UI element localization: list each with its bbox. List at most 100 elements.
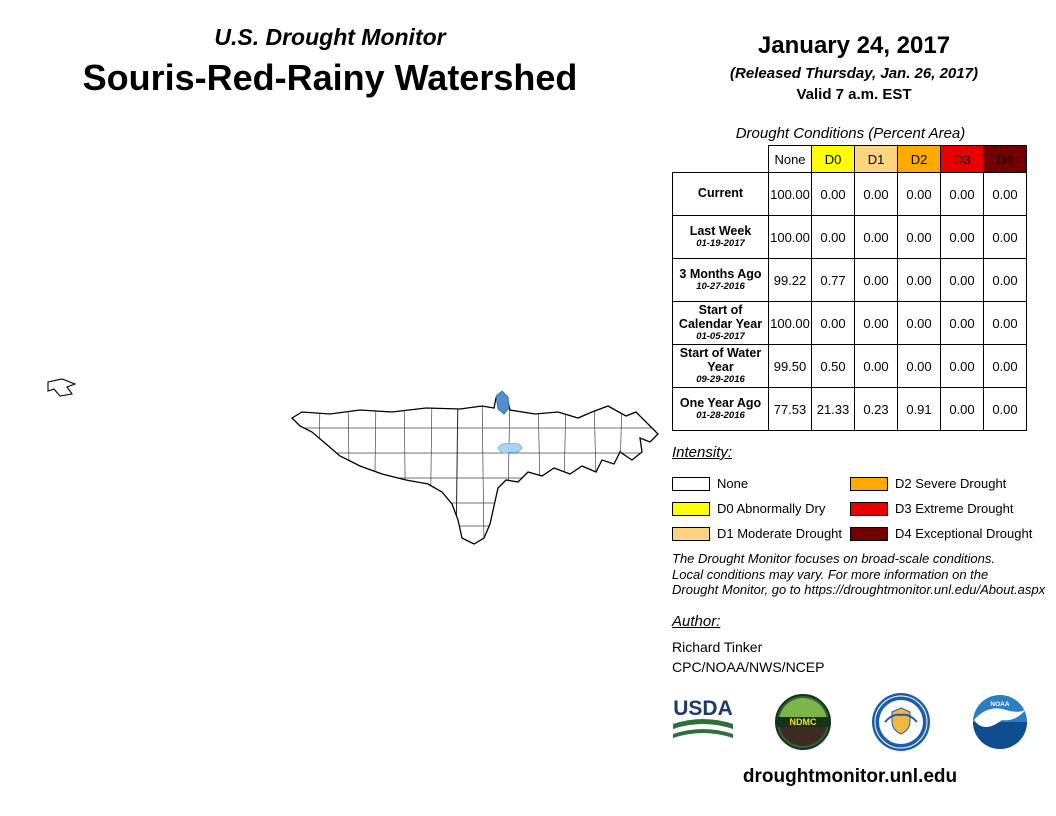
row-label: Start of Water Year 09-29-2016: [672, 344, 769, 388]
noaa-logo-text: NOAA: [990, 701, 1009, 708]
table-row: Start of Water Year 09-29-2016 99.50 0.5…: [672, 344, 1027, 388]
table-cell: 0.00: [811, 215, 855, 259]
table-cell: 0.00: [897, 258, 941, 302]
table-cell: 77.53: [768, 387, 812, 431]
legend-swatch-none: [672, 476, 710, 491]
col-header-d1: D1: [854, 145, 898, 173]
col-header-none: None: [768, 145, 812, 173]
table-cell: 0.00: [983, 344, 1027, 388]
table-cell: 0.00: [854, 172, 898, 216]
lake-middle: [497, 443, 523, 454]
table-cell: 100.00: [768, 215, 812, 259]
lake-top: [495, 390, 510, 415]
table-row: One Year Ago 01-28-2016 77.53 21.33 0.23…: [672, 387, 1027, 431]
table-cell: 0.00: [854, 301, 898, 345]
col-header-d3: D3: [940, 145, 984, 173]
author-name: Richard Tinker: [672, 639, 763, 655]
detached-basin-area: [47, 378, 77, 397]
ndmc-logo-text: NDMC: [789, 717, 816, 727]
table-cell: 0.00: [940, 258, 984, 302]
table-cell: 0.00: [983, 215, 1027, 259]
row-label-date: 01-05-2017: [696, 331, 745, 343]
intensity-legend: Intensity: None D0 Abnormally Dry D1 Mod…: [672, 444, 1034, 546]
table-row: 3 Months Ago 10-27-2016 99.22 0.77 0.00 …: [672, 258, 1027, 302]
table-row: Start of Calendar Year 01-05-2017 100.00…: [672, 301, 1027, 345]
table-corner: [672, 145, 769, 173]
col-header-d4: D4: [983, 145, 1027, 173]
col-header-d2: D2: [897, 145, 941, 173]
table-cell: 0.00: [983, 258, 1027, 302]
table-cell: 0.00: [854, 344, 898, 388]
table-cell: 0.00: [854, 258, 898, 302]
report-header: U.S. Drought Monitor Souris-Red-Rainy Wa…: [0, 24, 660, 99]
table-cell: 0.00: [897, 215, 941, 259]
footer-url: droughtmonitor.unl.edu: [742, 766, 958, 787]
row-label-text: Last Week: [689, 223, 752, 238]
row-label: 3 Months Ago 10-27-2016: [672, 258, 769, 302]
row-label: Last Week 01-19-2017: [672, 215, 769, 259]
table-cell: 0.00: [940, 387, 984, 431]
row-label-text: 3 Months Ago: [679, 266, 762, 281]
usda-logo-text: USDA: [673, 697, 733, 720]
table-cell: 99.22: [768, 258, 812, 302]
legend-item-d4: D4 Exceptional Drought: [850, 521, 1034, 546]
row-label-date: 10-27-2016: [696, 281, 745, 293]
legend-swatch-d1: [672, 526, 710, 541]
watershed-map: [30, 368, 670, 573]
legend-item-d2: D2 Severe Drought: [850, 471, 1034, 496]
legend-swatch-d0: [672, 501, 710, 516]
table-title: Drought Conditions (Percent Area): [735, 125, 966, 142]
disclaimer-line: The Drought Monitor focuses on broad-sca…: [672, 551, 996, 566]
table-cell: 0.00: [983, 172, 1027, 216]
row-label-text: One Year Ago: [679, 395, 762, 410]
legend-item-d3: D3 Extreme Drought: [850, 496, 1034, 521]
legend-label: None: [717, 476, 749, 491]
table-cell: 0.00: [897, 301, 941, 345]
table-cell: 21.33: [811, 387, 855, 431]
col-header-d0: D0: [811, 145, 855, 173]
table-cell: 0.00: [983, 387, 1027, 431]
table-cell: 0.00: [940, 301, 984, 345]
table-cell: 0.00: [940, 215, 984, 259]
table-row: Current 100.00 0.00 0.00 0.00 0.00 0.00: [672, 172, 1027, 216]
legend-swatch-d3: [850, 501, 888, 516]
table-cell: 0.50: [811, 344, 855, 388]
table-cell: 0.00: [811, 301, 855, 345]
table-cell: 0.00: [854, 215, 898, 259]
author-heading: Author:: [672, 613, 721, 630]
table-cell: 100.00: [768, 172, 812, 216]
table-header-row: None D0 D1 D2 D3 D4: [672, 145, 1027, 173]
noaa-logo: NOAA: [972, 695, 1027, 749]
table-cell: 0.00: [940, 344, 984, 388]
table-cell: 99.50: [768, 344, 812, 388]
legend-label: D1 Moderate Drought: [717, 526, 843, 541]
row-label-text: Current: [697, 186, 744, 201]
disclaimer: The Drought Monitor focuses on broad-sca…: [672, 551, 1045, 598]
row-label-date: 01-28-2016: [696, 410, 745, 422]
legend-title: Intensity:: [672, 444, 733, 461]
legend-label: D3 Extreme Drought: [895, 501, 1014, 516]
disclaimer-line: Local conditions may vary. For more info…: [672, 566, 989, 582]
date-block: January 24, 2017 (Released Thursday, Jan…: [688, 32, 1020, 103]
valid-time: Valid 7 a.m. EST: [796, 86, 912, 103]
table-cell: 0.00: [897, 344, 941, 388]
program-title: U.S. Drought Monitor: [214, 24, 446, 50]
author-org: CPC/NOAA/NWS/NCEP: [672, 659, 825, 675]
row-label-text: Start of Water Year: [679, 345, 762, 375]
author-block: Author: Richard Tinker CPC/NOAA/NWS/NCEP: [672, 613, 824, 675]
legend-label: D2 Severe Drought: [895, 476, 1007, 491]
watershed-fill: [292, 394, 658, 544]
table-cell: 0.00: [940, 172, 984, 216]
legend-label: D0 Abnormally Dry: [717, 501, 826, 516]
ndmc-logo: NDMC: [774, 694, 831, 750]
drought-conditions-table: None D0 D1 D2 D3 D4 Current 100.00 0.00 …: [672, 145, 1027, 431]
table-cell: 100.00: [768, 301, 812, 345]
table-cell: 0.00: [983, 301, 1027, 345]
legend-item-d1: D1 Moderate Drought: [672, 521, 850, 546]
disclaimer-line: Drought Monitor, go to https://droughtmo…: [672, 582, 1046, 597]
released-date: (Released Thursday, Jan. 26, 2017): [730, 65, 978, 82]
row-label: Start of Calendar Year 01-05-2017: [672, 301, 769, 345]
legend-swatch-d2: [850, 476, 888, 491]
row-label-text: Start of Calendar Year: [678, 302, 763, 332]
